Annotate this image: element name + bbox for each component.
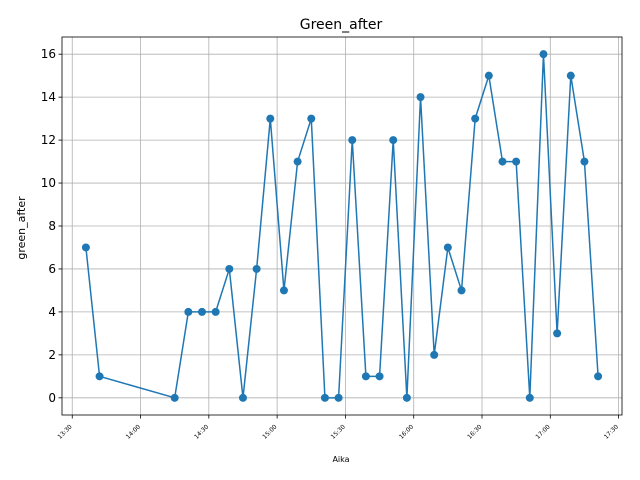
- x-axis-label: Aika: [332, 455, 349, 464]
- y-axis-label: green_after: [15, 196, 28, 260]
- y-tick-label: 2: [48, 348, 56, 362]
- data-point: [512, 157, 521, 166]
- data-point: [348, 136, 357, 145]
- y-tick-label: 12: [41, 133, 56, 147]
- x-tick-label: 16:00: [398, 423, 415, 440]
- data-point: [443, 243, 452, 252]
- y-tick-label: 16: [41, 47, 56, 61]
- x-tick-label: 14:00: [125, 423, 142, 440]
- y-axis: 0 2 4 6 8 10 12 14 16: [41, 47, 62, 405]
- series-layer: [81, 50, 603, 402]
- chart-title: Green_after: [300, 17, 383, 33]
- data-point: [361, 372, 370, 381]
- data-point: [252, 264, 261, 273]
- x-tick-label: 16:30: [466, 423, 483, 440]
- data-point: [225, 264, 234, 273]
- data-point: [402, 393, 411, 402]
- x-tick-label: 13:30: [56, 423, 73, 440]
- data-point: [566, 71, 575, 80]
- x-tick-label: 15:30: [330, 423, 347, 440]
- y-tick-label: 6: [48, 262, 56, 276]
- x-axis: 13:30 14:00 14:30 15:00 15:30 16:00 16:30 17:00…: [56, 415, 620, 441]
- grid: [62, 37, 622, 415]
- data-point: [539, 50, 548, 59]
- x-tick-label: 15:00: [261, 423, 278, 440]
- x-tick-label: 14:30: [193, 423, 210, 440]
- data-point: [334, 393, 343, 402]
- data-point: [484, 71, 493, 80]
- y-tick-label: 10: [41, 176, 56, 190]
- data-point: [416, 93, 425, 102]
- y-tick-label: 4: [48, 305, 56, 319]
- data-point: [430, 350, 439, 359]
- data-point: [293, 157, 302, 166]
- data-point: [170, 393, 179, 402]
- data-point: [320, 393, 329, 402]
- y-tick-label: 8: [48, 219, 56, 233]
- data-point: [307, 114, 316, 123]
- data-point: [375, 372, 384, 381]
- data-point: [580, 157, 589, 166]
- data-point: [81, 243, 90, 252]
- data-point: [553, 329, 562, 338]
- data-point: [266, 114, 275, 123]
- series-line: [85, 53, 599, 399]
- data-point: [525, 393, 534, 402]
- y-tick-label: 14: [41, 90, 56, 104]
- data-point: [498, 157, 507, 166]
- data-point: [389, 136, 398, 145]
- data-point: [471, 114, 480, 123]
- data-point: [95, 372, 104, 381]
- data-point: [457, 286, 466, 295]
- x-tick-label: 17:00: [535, 423, 552, 440]
- data-point: [198, 307, 206, 316]
- x-tick-label: 17:30: [603, 423, 620, 440]
- y-tick-label: 0: [48, 391, 56, 405]
- data-point: [279, 286, 288, 295]
- data-point: [594, 372, 603, 381]
- data-point: [238, 393, 247, 402]
- data-point: [184, 307, 193, 316]
- data-point: [211, 307, 220, 316]
